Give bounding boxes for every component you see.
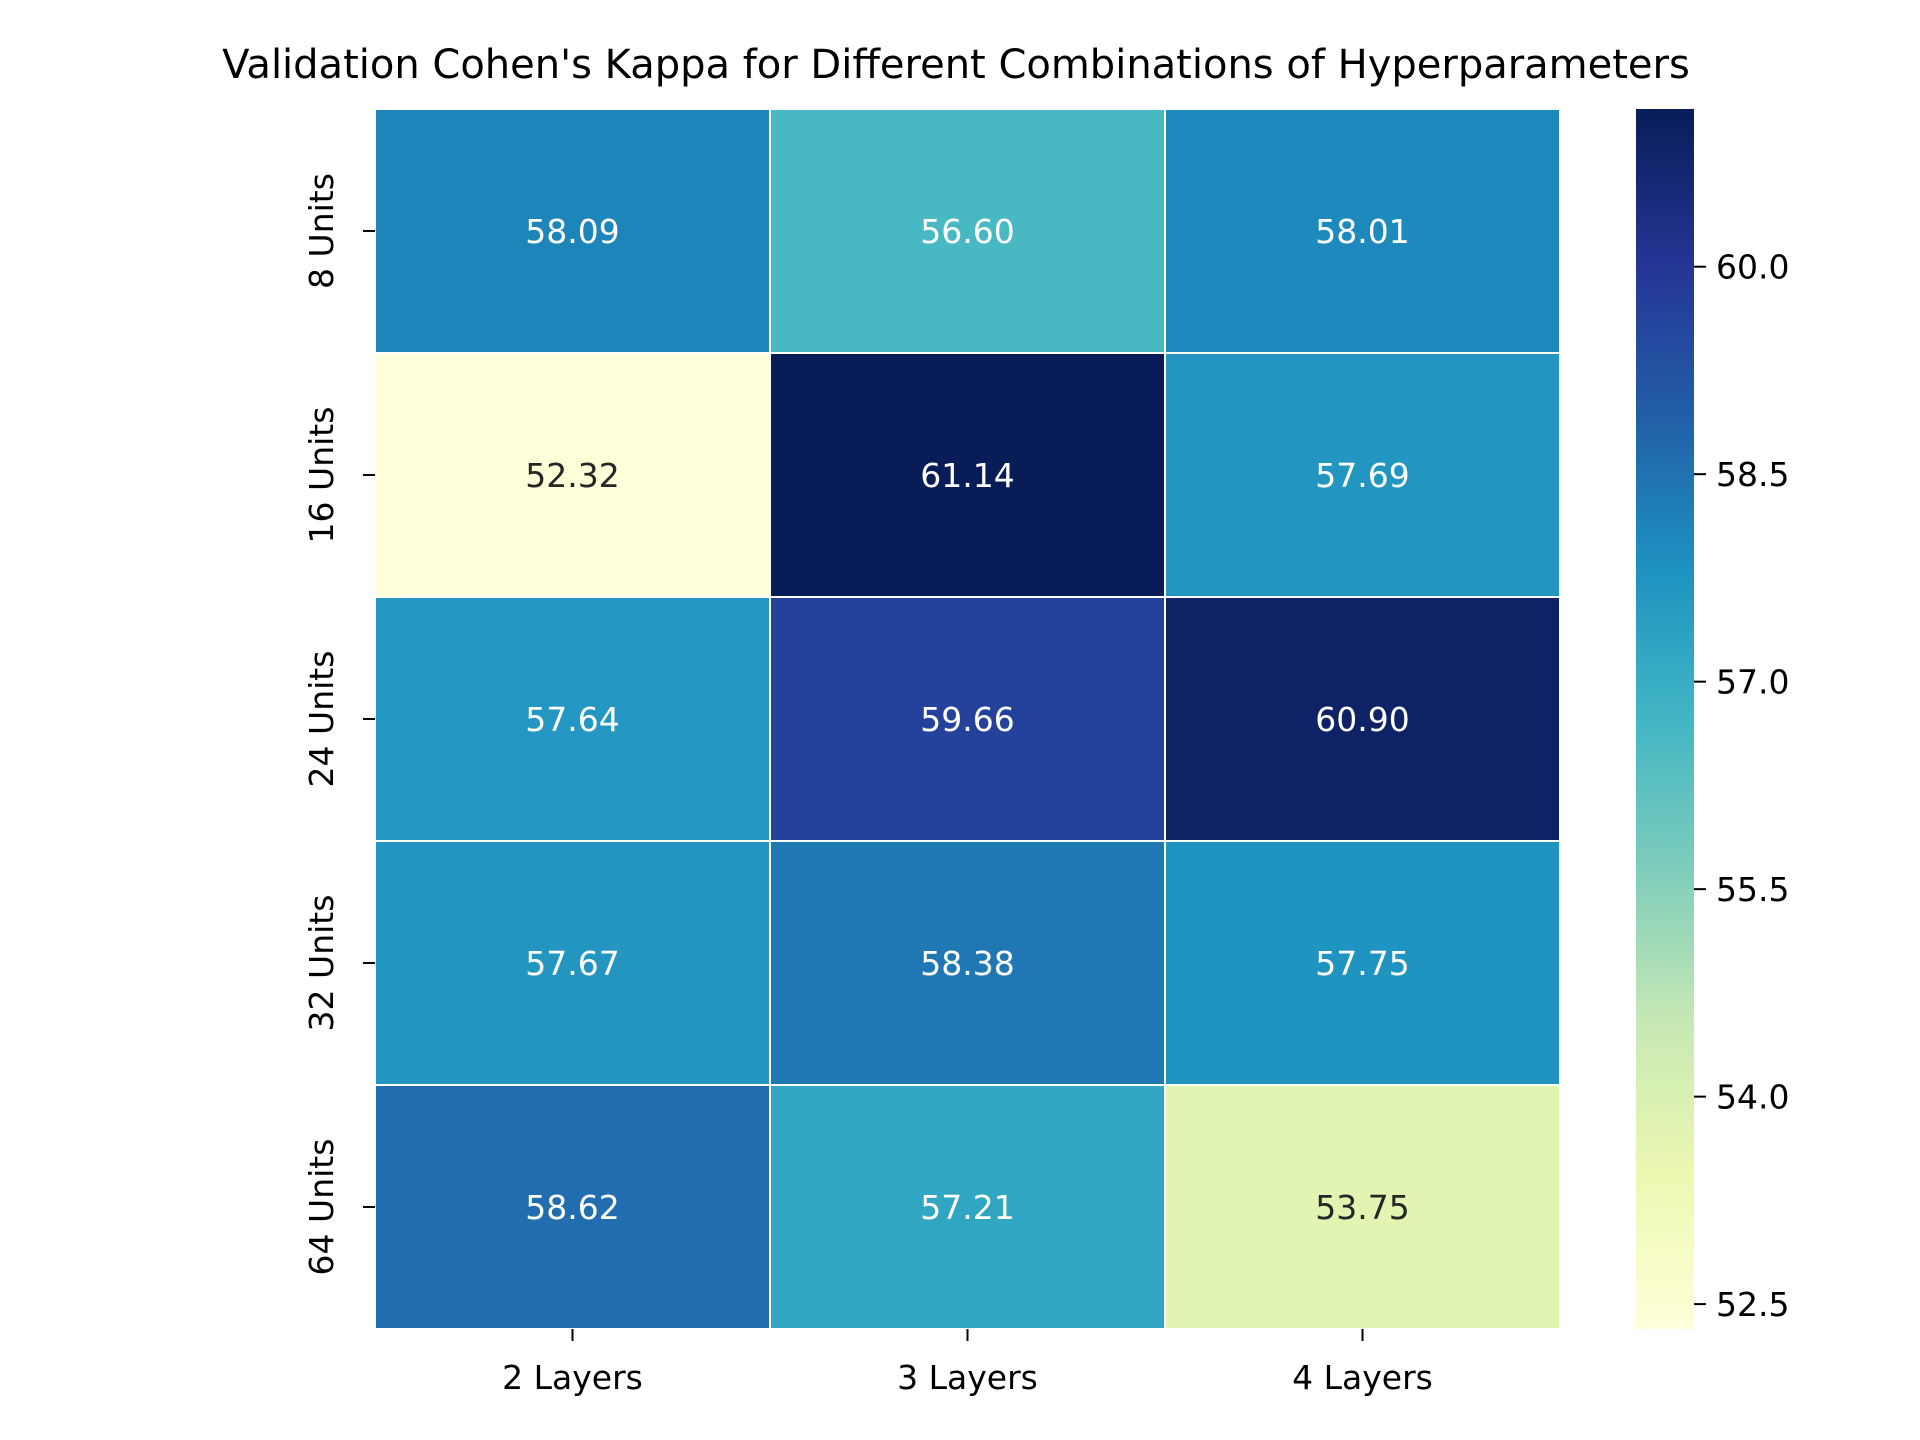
colorbar-tick-label: 57.0: [1716, 663, 1789, 702]
heatmap-cell: [374, 1084, 771, 1330]
heatmap-cell-labels: 58.09 56.60 58.01 52.32 61.14 57.69 57.64 59.66…: [525, 212, 1409, 1227]
colorbar-tick-label: 52.5: [1716, 1285, 1789, 1324]
heatmap-cell: [374, 840, 771, 1086]
heatmap-cell: [374, 108, 771, 354]
cell-value-label: 57.67: [525, 944, 619, 983]
colorbar-gradient: [1636, 109, 1694, 1329]
heatmap-cell: [1164, 840, 1561, 1086]
cell-value-label: 52.32: [525, 456, 619, 495]
colorbar-tick-label: 54.0: [1716, 1078, 1789, 1117]
colorbar-tick-label: 58.5: [1716, 455, 1789, 494]
heatmap-cell: [769, 352, 1166, 598]
cell-value-label: 57.69: [1315, 456, 1409, 495]
colorbar: 52.5 54.0 55.5 57.0 58.5 60.0: [1636, 109, 1789, 1329]
y-tick-label: 32 Units: [302, 895, 341, 1032]
heatmap-cell: [769, 596, 1166, 842]
cell-value-label: 61.14: [920, 456, 1014, 495]
x-tick-label: 4 Layers: [1292, 1358, 1433, 1397]
x-tick-label: 2 Layers: [502, 1358, 643, 1397]
y-tick-label: 64 Units: [302, 1139, 341, 1276]
x-axis: 2 Layers 3 Layers 4 Layers: [502, 1329, 1433, 1397]
y-axis: 8 Units 16 Units 24 Units 32 Units 64 Units: [302, 173, 375, 1275]
colorbar-tick-label: 60.0: [1716, 248, 1789, 287]
heatmap-cell: [769, 1084, 1166, 1330]
cell-value-label: 59.66: [920, 700, 1014, 739]
cell-value-label: 58.01: [1315, 212, 1409, 251]
cell-value-label: 57.64: [525, 700, 619, 739]
y-tick-label: 16 Units: [302, 407, 341, 544]
heatmap-cell: [374, 352, 771, 598]
cell-value-label: 58.62: [525, 1188, 619, 1227]
y-tick-label: 24 Units: [302, 651, 341, 788]
cell-value-label: 53.75: [1315, 1188, 1409, 1227]
heatmap-cell: [1164, 1084, 1561, 1330]
cell-value-label: 58.09: [525, 212, 619, 251]
cell-value-label: 60.90: [1315, 700, 1409, 739]
heatmap-cell: [1164, 352, 1561, 598]
cell-value-label: 58.38: [920, 944, 1014, 983]
cell-value-label: 57.21: [920, 1188, 1014, 1227]
cell-value-label: 57.75: [1315, 944, 1409, 983]
x-tick-label: 3 Layers: [897, 1358, 1038, 1397]
chart-title: Validation Cohen's Kappa for Different C…: [222, 42, 1690, 88]
heatmap-cells: [374, 108, 1561, 1330]
heatmap-cell: [374, 596, 771, 842]
heatmap-cell: [769, 108, 1166, 354]
colorbar-tick-label: 55.5: [1716, 870, 1789, 909]
y-tick-label: 8 Units: [302, 173, 341, 289]
cell-value-label: 56.60: [920, 212, 1014, 251]
heatmap-cell: [1164, 108, 1561, 354]
